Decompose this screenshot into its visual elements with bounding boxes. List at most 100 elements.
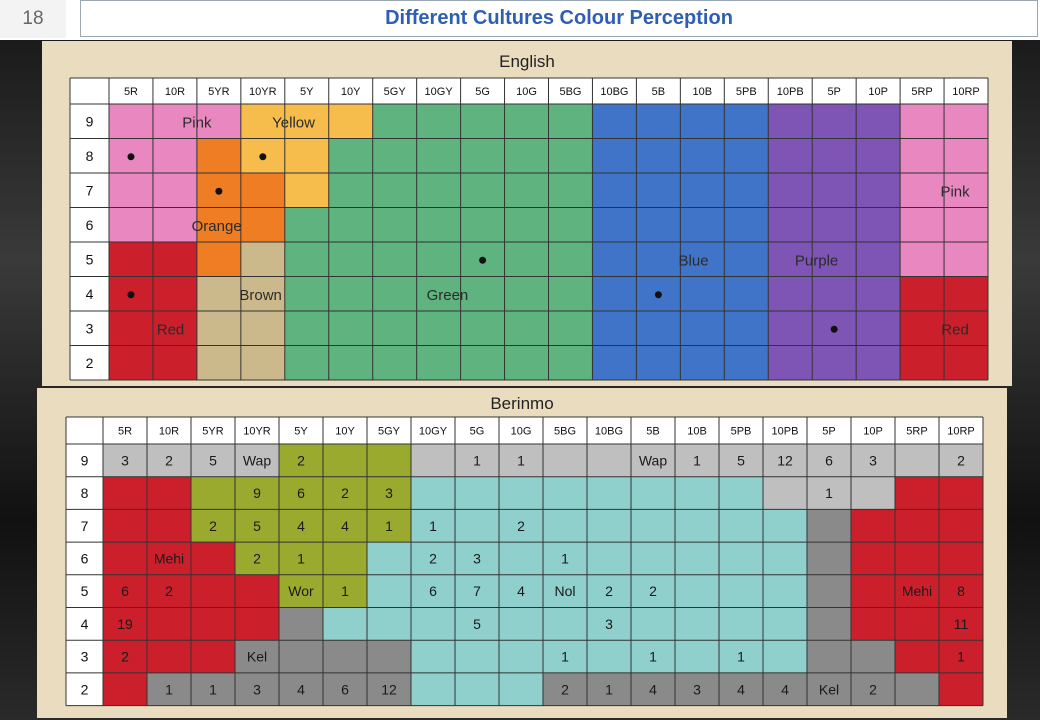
column-header: 10YR (249, 86, 277, 98)
berinmo-cell (279, 607, 323, 641)
berinmo-cell (675, 542, 719, 575)
berinmo-cell (499, 509, 543, 543)
english-cell (504, 242, 549, 277)
column-header: 10RP (947, 426, 975, 438)
english-cell (856, 173, 901, 208)
berinmo-cell (323, 542, 367, 575)
focal-dot (127, 153, 135, 161)
focal-dot (654, 291, 662, 299)
berinmo-cell (455, 672, 499, 706)
english-cell (416, 104, 461, 139)
berinmo-cell (939, 444, 983, 477)
english-cell (680, 276, 725, 311)
english-cell (504, 138, 549, 173)
column-header: 5GY (384, 86, 407, 98)
english-cell (592, 207, 637, 242)
berinmo-cell (543, 476, 587, 510)
column-header: 5G (475, 86, 490, 98)
berinmo-cell (279, 574, 323, 608)
column-header: 10BG (595, 426, 623, 438)
english-cell (372, 207, 417, 242)
row-header: 5 (86, 251, 94, 267)
berinmo-cell (807, 574, 851, 608)
english-cell (328, 173, 373, 208)
english-region-label: Red (941, 321, 969, 338)
english-cell (548, 345, 593, 380)
berinmo-cell (851, 476, 895, 510)
berinmo-cell (455, 509, 499, 543)
english-cell (196, 242, 241, 277)
row-header: 7 (81, 518, 89, 534)
berinmo-cell (543, 640, 587, 673)
berinmo-cell-value: 1 (473, 452, 481, 468)
berinmo-cell (411, 444, 455, 477)
berinmo-cell (543, 672, 587, 706)
english-cell (196, 311, 241, 346)
berinmo-cell (851, 444, 895, 477)
english-cell (768, 242, 813, 277)
english-cell (284, 104, 329, 139)
english-cell (636, 173, 681, 208)
berinmo-cell (103, 476, 147, 510)
berinmo-cell-value: 3 (385, 485, 393, 501)
english-cell (284, 311, 329, 346)
english-cell (504, 173, 549, 208)
focal-dot (830, 325, 838, 333)
berinmo-cell-value: 3 (473, 550, 481, 566)
english-region-label: Orange (192, 218, 242, 235)
berinmo-cell (455, 607, 499, 641)
berinmo-cell (939, 542, 983, 575)
english-cell (680, 242, 725, 277)
berinmo-cell (939, 607, 983, 641)
focal-dot (215, 187, 223, 195)
english-cell (768, 311, 813, 346)
slide-header: 18 Different Cultures Colour Perception (0, 0, 1040, 40)
berinmo-cell-value: 2 (561, 681, 569, 697)
english-cell (328, 276, 373, 311)
berinmo-cell-value: 4 (649, 681, 657, 697)
english-cell (109, 345, 153, 380)
english-cell (240, 311, 285, 346)
column-header: 5Y (300, 86, 314, 98)
berinmo-cell (587, 640, 631, 673)
berinmo-cell (587, 476, 631, 510)
english-cell (944, 242, 988, 277)
english-cell (856, 207, 901, 242)
english-cell (592, 173, 637, 208)
berinmo-cell (763, 672, 807, 706)
berinmo-cell (191, 509, 235, 543)
berinmo-cell (367, 574, 411, 608)
column-header: 5BG (554, 426, 576, 438)
english-cell (328, 345, 373, 380)
english-cell (856, 242, 901, 277)
berinmo-cell (411, 640, 455, 673)
berinmo-cell-value: 2 (165, 583, 173, 599)
english-cell (812, 207, 857, 242)
berinmo-cell (103, 444, 147, 477)
english-cell (240, 242, 285, 277)
berinmo-cell (147, 509, 191, 543)
berinmo-cell (455, 640, 499, 673)
english-cell (109, 173, 153, 208)
berinmo-cell (807, 640, 851, 673)
berinmo-cell (411, 672, 455, 706)
column-header: 5B (652, 86, 665, 98)
berinmo-cell-value: 1 (561, 550, 569, 566)
row-header: 7 (86, 182, 94, 198)
english-cell (372, 276, 417, 311)
english-cell (460, 207, 505, 242)
english-cell (900, 173, 945, 208)
berinmo-cell (147, 542, 191, 575)
berinmo-cell-value: 2 (253, 550, 261, 566)
berinmo-cell-value: 1 (957, 649, 965, 665)
english-cell (768, 345, 813, 380)
english-cell (240, 173, 285, 208)
berinmo-cell-value: 2 (957, 452, 965, 468)
berinmo-cell (147, 476, 191, 510)
english-cell (152, 207, 197, 242)
berinmo-cell (895, 607, 939, 641)
english-cell (636, 311, 681, 346)
english-title: English (499, 52, 555, 71)
row-header: 4 (81, 616, 89, 632)
berinmo-cell (895, 672, 939, 706)
